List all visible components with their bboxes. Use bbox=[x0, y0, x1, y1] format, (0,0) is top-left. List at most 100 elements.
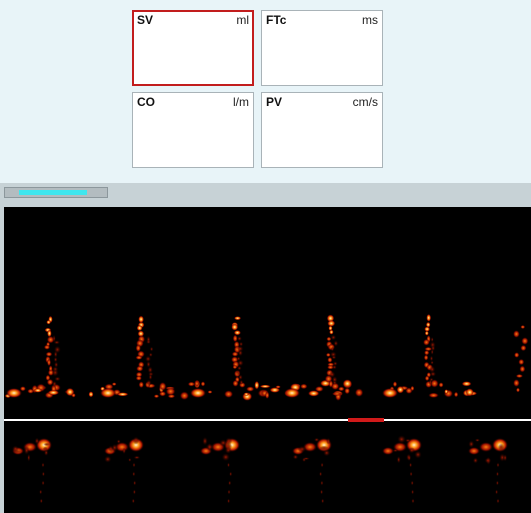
spectrum-speckle bbox=[228, 480, 232, 486]
spectrum-speckle bbox=[518, 358, 525, 366]
spectrum-speckle bbox=[122, 447, 126, 455]
spectrum-speckle bbox=[423, 354, 429, 361]
sv-tile[interactable]: SV ml bbox=[132, 10, 254, 86]
spectrum-speckle bbox=[521, 337, 529, 345]
spectrum-speckle bbox=[233, 330, 241, 336]
spectrum-speckle bbox=[237, 359, 244, 367]
spectrum-speckle bbox=[409, 462, 413, 468]
spectrum-speckle bbox=[47, 358, 51, 367]
spectrum-speckle bbox=[33, 388, 43, 393]
spectrum-speckle bbox=[468, 447, 480, 455]
spectrum-speckle bbox=[321, 498, 325, 504]
spectrum-speckle bbox=[331, 392, 343, 396]
spectrum-speckle bbox=[325, 352, 331, 357]
spectrum-speckle bbox=[227, 462, 230, 468]
spectrum-speckle bbox=[225, 437, 233, 446]
spectrum-speckle bbox=[319, 445, 329, 451]
spectrum-speckle bbox=[19, 386, 26, 392]
spectrum-speckle bbox=[300, 383, 308, 390]
scrollbar-thumb[interactable] bbox=[19, 190, 87, 195]
spectrum-speckle bbox=[516, 387, 520, 393]
spectrum-speckle bbox=[232, 379, 239, 387]
spectrum-speckle bbox=[46, 378, 54, 386]
spectrum-speckle bbox=[47, 329, 52, 338]
spectrum-speckle bbox=[138, 381, 144, 389]
spectrum-speckle bbox=[430, 336, 434, 343]
spectrum-speckle bbox=[307, 390, 320, 397]
spectrum-speckle bbox=[495, 489, 499, 495]
spectrum-speckle bbox=[34, 437, 40, 445]
spectrum-speckle bbox=[237, 349, 243, 357]
spectrum-speckle bbox=[328, 380, 334, 388]
spectrum-speckle bbox=[221, 453, 230, 462]
spectrum-speckle bbox=[205, 443, 214, 451]
spectrum-speckle bbox=[382, 447, 394, 455]
spectrum-speckle bbox=[234, 316, 242, 321]
spectrum-speckle bbox=[237, 336, 242, 342]
spectrum-speckle bbox=[128, 438, 144, 452]
spectrum-speckle bbox=[342, 379, 353, 388]
spectrum-speckle bbox=[149, 346, 154, 352]
spectrum-speckle bbox=[265, 391, 270, 399]
spectrum-speckle bbox=[148, 352, 153, 357]
spectrum-speckle bbox=[259, 384, 271, 389]
spectrum-speckle bbox=[243, 392, 249, 396]
spectrum-speckle bbox=[292, 454, 299, 460]
spectrum-speckle bbox=[326, 437, 331, 445]
spectrum-speckle bbox=[111, 382, 117, 386]
spectrum-speckle bbox=[239, 379, 244, 385]
spectrum-speckle bbox=[396, 456, 401, 464]
spectrum-speckle bbox=[428, 392, 439, 398]
co-label: CO bbox=[137, 95, 155, 109]
ftc-tile[interactable]: FTc ms bbox=[261, 10, 383, 86]
spectrum-speckle bbox=[132, 471, 136, 477]
spectrum-speckle bbox=[331, 355, 337, 360]
spectrum-speckle bbox=[332, 380, 338, 385]
spectrum-speckle bbox=[302, 457, 310, 461]
spectrum-speckle bbox=[187, 381, 196, 387]
spectrum-speckle bbox=[132, 436, 140, 445]
spectrum-speckle bbox=[392, 449, 399, 453]
cursor-marker[interactable] bbox=[348, 418, 384, 422]
spectrum-speckle bbox=[465, 388, 474, 397]
spectrum-speckle bbox=[43, 449, 49, 456]
spectrum-speckle bbox=[329, 329, 334, 335]
co-unit: l/m bbox=[233, 95, 249, 109]
scrollbar[interactable] bbox=[4, 187, 108, 198]
spectrum-speckle bbox=[425, 321, 431, 328]
spectrum-speckle bbox=[429, 355, 434, 362]
spectrum-speckle bbox=[423, 338, 430, 346]
spectrum-speckle bbox=[327, 356, 333, 363]
spectrum-speckle bbox=[520, 344, 527, 352]
spectrum-speckle bbox=[411, 498, 415, 504]
spectrum-speckle bbox=[235, 369, 241, 376]
spectrum-speckle bbox=[453, 391, 459, 398]
spectrum-speckle bbox=[54, 361, 59, 368]
co-tile[interactable]: CO l/m bbox=[132, 92, 254, 168]
spectrum-speckle bbox=[382, 388, 398, 398]
spectrum-speckle bbox=[133, 455, 141, 460]
doppler-spectrum-display bbox=[4, 207, 531, 513]
spectrum-speckle bbox=[246, 386, 255, 392]
spectrum-speckle bbox=[424, 326, 430, 332]
spectrum-speckle bbox=[426, 313, 432, 322]
spectrum-speckle bbox=[133, 480, 137, 486]
spectrum-speckle bbox=[323, 449, 331, 457]
spectrum-speckle bbox=[231, 323, 239, 331]
spectrum-speckle bbox=[27, 453, 31, 462]
spectrum-speckle bbox=[409, 471, 413, 477]
spectrum-speckle bbox=[513, 330, 520, 338]
spectrum-speckle bbox=[53, 350, 58, 358]
spectrum-left-border bbox=[0, 207, 4, 513]
spectrum-speckle bbox=[108, 445, 114, 453]
spectrum-speckle bbox=[46, 320, 51, 325]
spectrum-speckle bbox=[327, 320, 336, 327]
spectrum-speckle bbox=[179, 391, 190, 401]
spectrum-speckle bbox=[327, 365, 334, 370]
pv-tile[interactable]: PV cm/s bbox=[261, 92, 383, 168]
spectrum-speckle bbox=[430, 349, 434, 355]
spectrum-speckle bbox=[165, 387, 176, 396]
spectrum-speckle bbox=[269, 387, 281, 393]
spectrum-speckle bbox=[135, 375, 142, 381]
spectrum-speckle bbox=[23, 446, 30, 455]
